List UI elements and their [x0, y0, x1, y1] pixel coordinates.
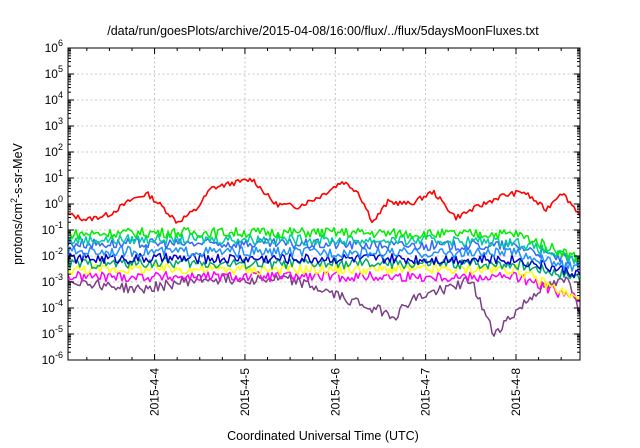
y-tick-label: 10-3: [42, 272, 63, 289]
y-tick-label: 104: [45, 90, 63, 107]
y-tick-label: 103: [45, 116, 63, 133]
series-line-9: [67, 273, 581, 337]
x-axis: 2015-4-4 2015-4-5 2015-4-6 2015-4-7 2015-4-8: [86, 48, 562, 416]
y-tick-label: 10-5: [42, 324, 63, 341]
x-tick-label: 2015-4-6: [328, 368, 342, 416]
y-tick-label: 106: [45, 38, 63, 55]
x-tick-label: 2015-4-5: [238, 368, 252, 416]
y-tick-label: 102: [45, 142, 63, 159]
y-tick-label: 101: [45, 168, 63, 185]
series-line-4: [67, 245, 581, 272]
x-axis-label: Coordinated Universal Time (UTC): [227, 429, 419, 443]
y-tick-label: 10-6: [42, 350, 63, 367]
grid: [68, 48, 580, 360]
y-tick-label: 105: [45, 64, 63, 81]
series-line-2: [67, 233, 581, 265]
y-tick-label: 10-1: [42, 220, 63, 237]
x-tick-label: 2015-4-4: [148, 368, 162, 416]
y-tick-label: 10-4: [42, 298, 63, 315]
series-line-0: [67, 177, 581, 224]
chart-title: /data/run/goesPlots/archive/2015-04-08/1…: [107, 24, 539, 38]
series-line-5: [67, 252, 581, 279]
y-axis: 10-6 10-5 10-4 10-3 10-2 10-1 100 101 102 103 104 1…: [42, 38, 580, 367]
x-tick-label: 2015-4-7: [419, 368, 433, 416]
y-axis-label: protons/cm2-s-sr-MeV: [9, 142, 25, 264]
x-tick-label: 2015-4-8: [509, 368, 523, 416]
series-layer: [67, 177, 581, 337]
y-tick-label: 100: [45, 194, 63, 211]
series-line-3: [67, 237, 581, 269]
series-line-8: [67, 270, 581, 303]
y-tick-label: 10-2: [42, 246, 63, 263]
series-line-1: [67, 226, 581, 263]
